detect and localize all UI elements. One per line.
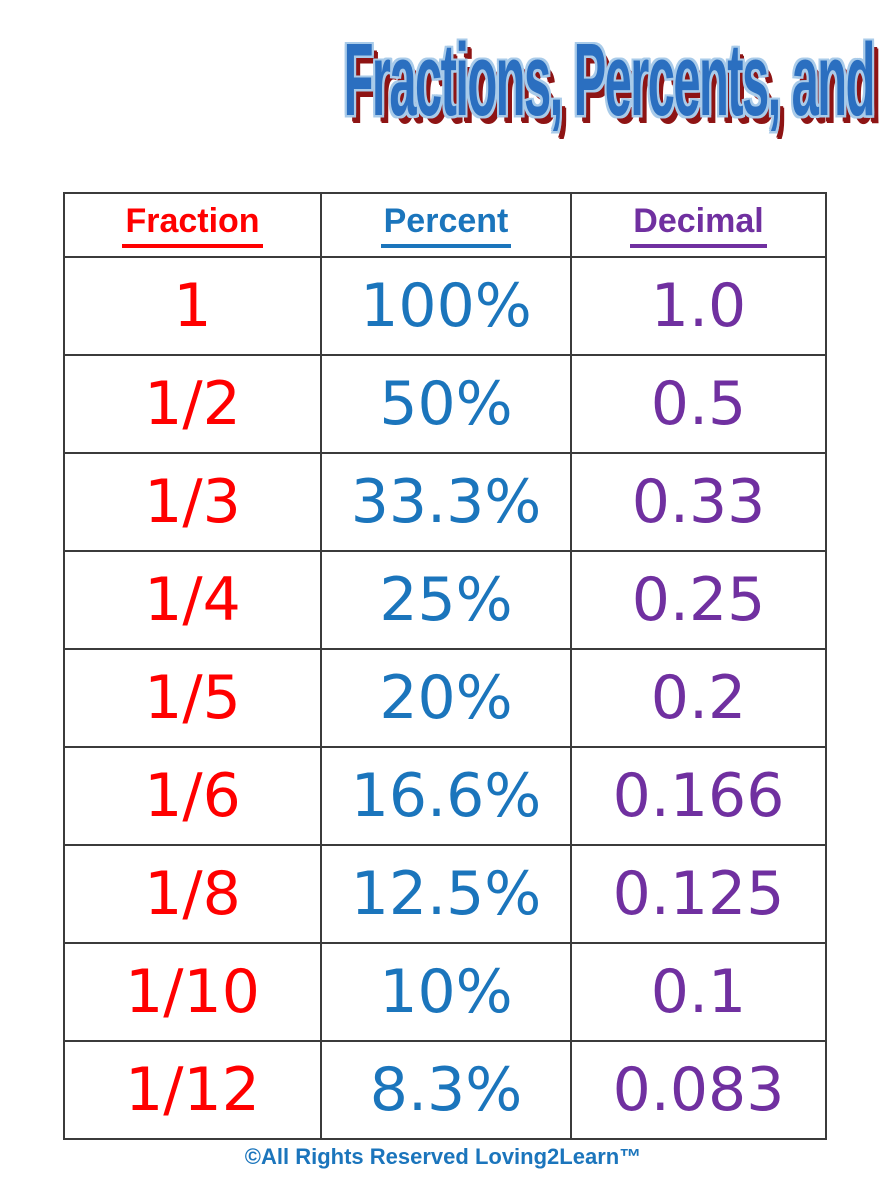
table-row: 1/3 33.3% 0.33 — [63, 452, 827, 552]
copyright-footer: ©All Rights Reserved Loving2Learn™ — [244, 1144, 642, 1169]
table-row: 1/2 50% 0.5 — [63, 354, 827, 454]
table-row: 1/8 12.5% 0.125 — [63, 844, 827, 944]
percent-cell: 10% — [320, 942, 572, 1042]
decimal-cell: 0.125 — [570, 844, 827, 944]
table-row: 1/10 10% 0.1 — [63, 942, 827, 1042]
decimal-cell: 1.0 — [570, 256, 827, 356]
decimal-cell: 0.5 — [570, 354, 827, 454]
header-percent-label: Percent — [380, 202, 512, 248]
fraction-cell: 1/10 — [63, 942, 322, 1042]
header-fraction-label: Fraction — [122, 202, 263, 248]
header-row: Fraction Percent Decimal — [63, 192, 827, 258]
percent-cell: 20% — [320, 648, 572, 748]
fraction-cell: 1/6 — [63, 746, 322, 846]
decimal-cell: 0.25 — [570, 550, 827, 650]
decimal-cell: 0.083 — [570, 1040, 827, 1140]
decimal-cell: 0.1 — [570, 942, 827, 1042]
percent-cell: 25% — [320, 550, 572, 650]
header-decimal-label: Decimal — [630, 202, 767, 248]
decimal-cell: 0.33 — [570, 452, 827, 552]
fraction-cell: 1/3 — [63, 452, 322, 552]
fraction-cell: 1 — [63, 256, 322, 356]
percent-cell: 100% — [320, 256, 572, 356]
conversion-table: Fraction Percent Decimal 1 100% 1.0 1/2 … — [63, 192, 827, 1140]
percent-cell: 12.5% — [320, 844, 572, 944]
fraction-cell: 1/8 — [63, 844, 322, 944]
table-row: 1/5 20% 0.2 — [63, 648, 827, 748]
fraction-cell: 1/4 — [63, 550, 322, 650]
table-row: 1/4 25% 0.25 — [63, 550, 827, 650]
header-decimal: Decimal — [570, 192, 827, 258]
percent-cell: 33.3% — [320, 452, 572, 552]
decimal-cell: 0.2 — [570, 648, 827, 748]
percent-cell: 16.6% — [320, 746, 572, 846]
percent-cell: 50% — [320, 354, 572, 454]
table-row: 1 100% 1.0 — [63, 256, 827, 356]
title-banner: Fractions, Percents, and Decimals — [0, 21, 886, 146]
header-percent: Percent — [320, 192, 572, 258]
table-row: 1/6 16.6% 0.166 — [63, 746, 827, 846]
decimal-cell: 0.166 — [570, 746, 827, 846]
fraction-cell: 1/2 — [63, 354, 322, 454]
percent-cell: 8.3% — [320, 1040, 572, 1140]
fraction-cell: 1/12 — [63, 1040, 322, 1140]
table-row: 1/12 8.3% 0.083 — [63, 1040, 827, 1140]
page-title: Fractions, Percents, and Decimals — [343, 21, 886, 138]
fraction-cell: 1/5 — [63, 648, 322, 748]
header-fraction: Fraction — [63, 192, 322, 258]
